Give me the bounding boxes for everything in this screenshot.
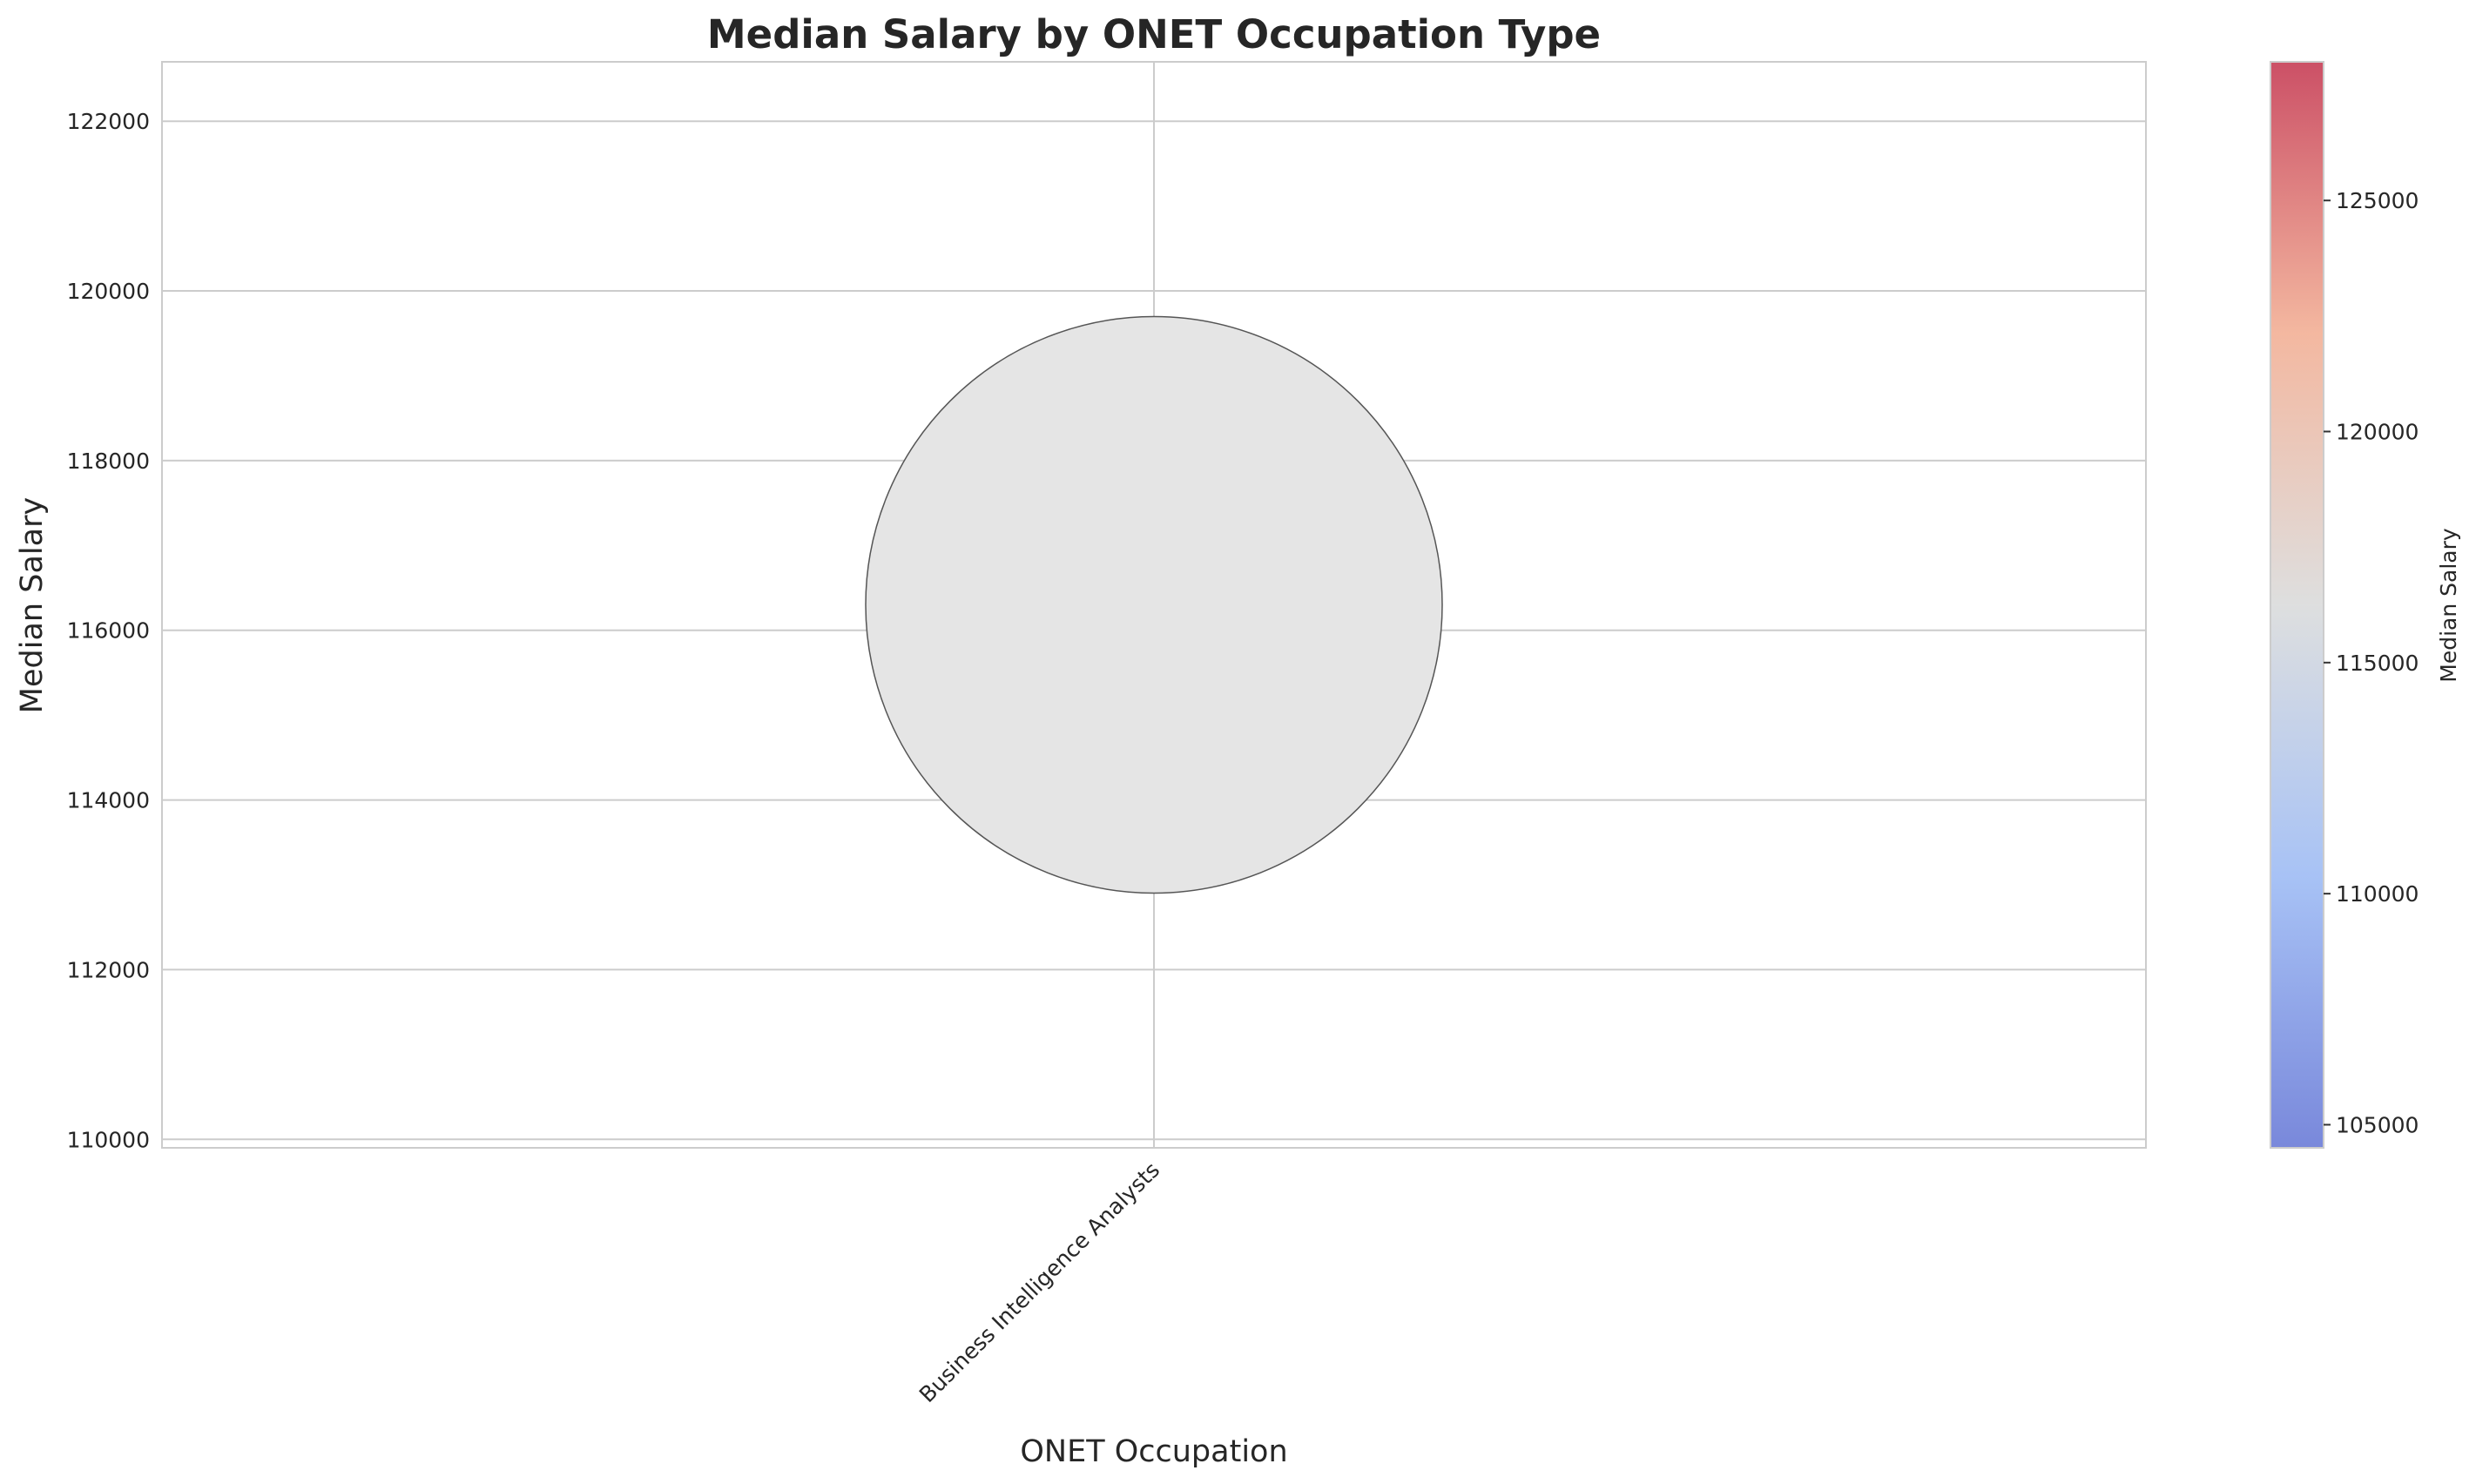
data-points: [865, 315, 1443, 894]
data-point: [865, 315, 1443, 894]
chart-title: Median Salary by ONET Occupation Type: [707, 11, 1601, 57]
y-tick-label: 116000: [67, 618, 150, 644]
y-tick-label: 112000: [67, 957, 150, 982]
colorbar-tick-label: 115000: [2336, 651, 2419, 676]
y-axis-label: Median Salary: [15, 497, 50, 713]
x-axis-label: ONET Occupation: [1020, 1434, 1287, 1469]
y-tick-label: 110000: [67, 1127, 150, 1152]
y-tick-label: 122000: [67, 109, 150, 134]
colorbar-tick-label: 125000: [2336, 188, 2419, 213]
colorbar-tick-label: 110000: [2336, 881, 2419, 907]
colorbar-tick-label: 105000: [2336, 1112, 2419, 1137]
y-tick-label: 118000: [67, 449, 150, 474]
y-tick-label: 114000: [67, 788, 150, 813]
colorbar: [2270, 61, 2324, 1149]
colorbar-label: Median Salary: [2436, 528, 2461, 683]
x-tick-label: Business Intelligence Analysts: [914, 1157, 1164, 1407]
colorbar-tick-label: 120000: [2336, 420, 2419, 445]
colorbar-tick-labels: 105000 110000 115000 120000 125000: [2324, 188, 2419, 1137]
y-tick-labels: 110000 112000 114000 116000 118000 120000 1220…: [67, 109, 150, 1152]
plot-frame: [161, 61, 2147, 1149]
y-tick-label: 120000: [67, 279, 150, 304]
